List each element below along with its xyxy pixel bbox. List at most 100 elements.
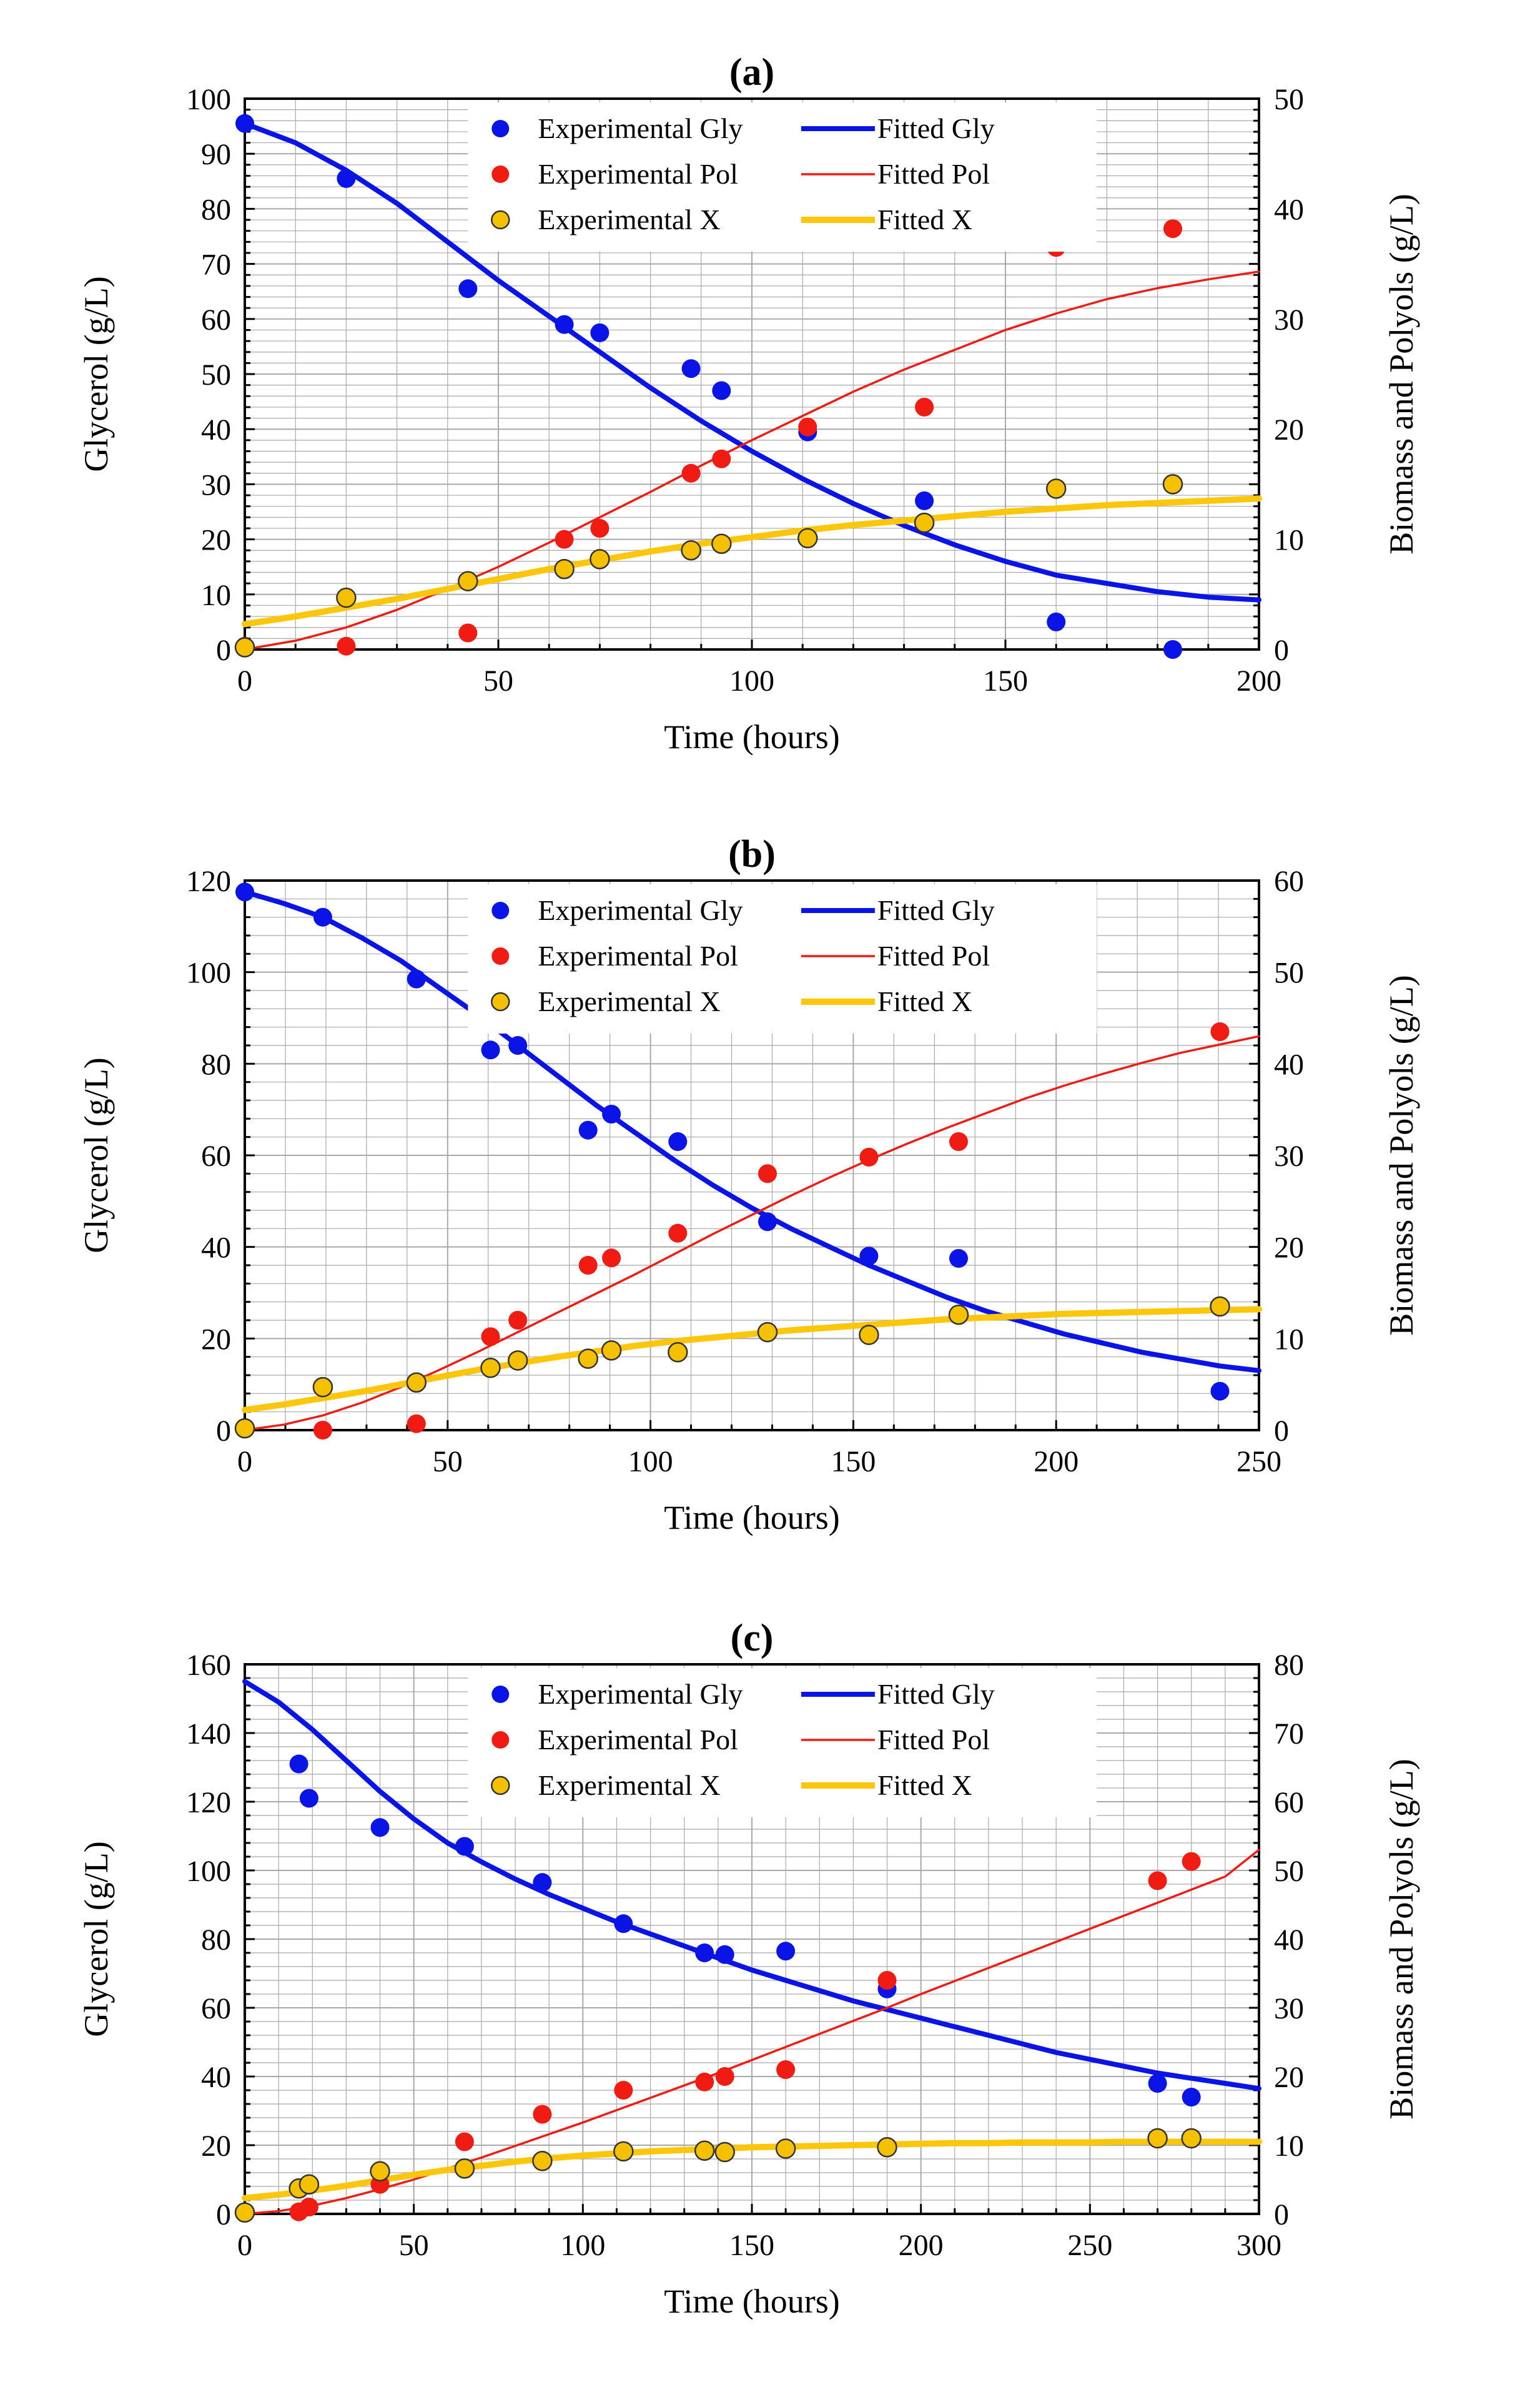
data-point-experimental-gly bbox=[508, 1036, 528, 1055]
chart-panel-3: 0 50 100 150 200 250 3000204060801001201401600… bbox=[77, 1617, 1420, 2320]
data-point-experimental-pol bbox=[1210, 1022, 1230, 1041]
y-left-tick-label: 160 bbox=[186, 1649, 231, 1682]
data-point-experimental-x bbox=[406, 1372, 427, 1393]
data-point-experimental-pol bbox=[1182, 1852, 1201, 1871]
data-point-experimental-x bbox=[234, 1418, 255, 1439]
panel-title: (c) bbox=[731, 1617, 774, 1659]
x-axis-title: Time (hours) bbox=[664, 718, 840, 756]
legend-box bbox=[468, 102, 1097, 252]
data-point-experimental-gly bbox=[1163, 640, 1182, 659]
y-right-tick-label: 10 bbox=[1274, 1323, 1304, 1356]
y-left-tick-label: 80 bbox=[201, 1048, 231, 1081]
data-point-experimental-pol bbox=[508, 1311, 528, 1330]
data-point-experimental-gly bbox=[578, 1120, 598, 1140]
y-right-tick-label: 50 bbox=[1274, 83, 1304, 116]
data-point-experimental-gly bbox=[715, 1945, 734, 1964]
data-point-experimental-gly bbox=[313, 907, 332, 927]
data-point-experimental-pol bbox=[915, 397, 934, 417]
x-tick-label: 0 bbox=[237, 1445, 252, 1478]
legend-label: Fitted Gly bbox=[877, 112, 995, 144]
series-line-fitted-gly bbox=[242, 889, 1261, 1373]
legend-marker bbox=[491, 120, 510, 137]
data-point-experimental-pol bbox=[337, 636, 356, 656]
series-line-fitted-pol bbox=[244, 1849, 1260, 2215]
data-point-experimental-gly bbox=[1047, 612, 1066, 631]
legend-marker bbox=[491, 1775, 510, 1795]
y-right-tick-label: 20 bbox=[1274, 413, 1304, 447]
y-left-tick-label: 80 bbox=[201, 1923, 231, 1957]
y-right-tick-label: 70 bbox=[1274, 1717, 1304, 1751]
legend-label: Fitted Pol bbox=[877, 1724, 990, 1756]
data-point-experimental-x bbox=[299, 2174, 320, 2195]
data-point-experimental-x bbox=[914, 512, 935, 533]
legend-marker bbox=[491, 902, 510, 919]
series-line-fitted-pol bbox=[244, 1035, 1260, 1431]
y-right-tick-label: 0 bbox=[1274, 634, 1289, 667]
series-line-fitted-x bbox=[242, 495, 1262, 628]
y-left-tick-label: 90 bbox=[201, 138, 231, 171]
data-point-experimental-gly bbox=[614, 1914, 633, 1933]
series-line-fitted-gly bbox=[242, 1679, 1261, 2091]
data-point-experimental-x bbox=[1210, 1296, 1230, 1317]
y-right-tick-label: 50 bbox=[1274, 1855, 1304, 1888]
legend-label: Experimental Gly bbox=[538, 112, 743, 144]
y-right-tick-label: 10 bbox=[1274, 524, 1304, 557]
y-left-axis-title: Glycerol (g/L) bbox=[77, 276, 115, 472]
y-left-tick-label: 0 bbox=[216, 2198, 231, 2231]
legend-box bbox=[468, 884, 1097, 1034]
y-right-tick-label: 10 bbox=[1274, 2130, 1304, 2163]
legend-label: Experimental Pol bbox=[538, 940, 738, 972]
data-point-experimental-x bbox=[532, 2151, 553, 2171]
data-point-experimental-x bbox=[1147, 2128, 1168, 2149]
data-point-experimental-x bbox=[757, 1321, 778, 1343]
x-tick-label: 150 bbox=[983, 664, 1028, 698]
y-right-tick-label: 20 bbox=[1274, 1232, 1304, 1265]
x-tick-label: 150 bbox=[729, 2229, 774, 2262]
x-tick-label: 250 bbox=[1236, 1445, 1281, 1478]
data-point-experimental-gly bbox=[758, 1212, 777, 1232]
y-right-axis-title: Biomass and Polyols (g/L) bbox=[1383, 194, 1420, 555]
data-point-experimental-gly bbox=[407, 969, 426, 989]
data-point-experimental-x bbox=[714, 2141, 735, 2163]
data-point-experimental-pol bbox=[877, 1971, 897, 1990]
legend-label: Fitted X bbox=[877, 985, 972, 1017]
y-left-tick-label: 20 bbox=[201, 524, 231, 557]
legend-label: Experimental X bbox=[538, 204, 721, 235]
y-right-tick-label: 60 bbox=[1274, 1786, 1304, 1819]
y-left-tick-label: 40 bbox=[201, 413, 231, 447]
y-left-tick-label: 80 bbox=[201, 193, 231, 226]
data-point-experimental-gly bbox=[681, 359, 701, 378]
data-point-experimental-pol bbox=[758, 1164, 777, 1183]
data-point-experimental-gly bbox=[235, 114, 254, 133]
panel-title: (a) bbox=[729, 51, 774, 94]
y-left-tick-label: 60 bbox=[201, 1140, 231, 1173]
legend-marker bbox=[491, 947, 510, 965]
y-left-tick-label: 100 bbox=[186, 83, 231, 116]
data-point-experimental-x bbox=[336, 587, 357, 608]
data-point-experimental-gly bbox=[1182, 2088, 1201, 2106]
data-point-experimental-pol bbox=[949, 1132, 968, 1151]
x-tick-label: 0 bbox=[237, 2229, 252, 2262]
data-point-experimental-pol bbox=[590, 519, 610, 538]
data-point-experimental-gly bbox=[289, 1754, 308, 1774]
legend-marker bbox=[491, 165, 510, 183]
data-point-experimental-pol bbox=[681, 463, 701, 483]
data-point-experimental-x bbox=[1045, 478, 1067, 499]
legend-label: Experimental Pol bbox=[538, 1724, 738, 1756]
x-tick-label: 250 bbox=[1067, 2229, 1112, 2262]
data-point-experimental-gly bbox=[668, 1132, 688, 1151]
x-tick-label: 50 bbox=[433, 1445, 463, 1478]
data-point-experimental-pol bbox=[1148, 1871, 1167, 1890]
data-point-experimental-x bbox=[480, 1358, 501, 1378]
data-point-experimental-x bbox=[370, 2161, 390, 2182]
y-left-axis-title: Glycerol (g/L) bbox=[77, 1057, 115, 1253]
data-point-experimental-pol bbox=[407, 1414, 426, 1433]
data-point-experimental-gly bbox=[859, 1247, 879, 1266]
data-point-experimental-gly bbox=[337, 169, 356, 188]
y-left-tick-label: 70 bbox=[201, 249, 231, 282]
data-point-experimental-x bbox=[775, 2138, 796, 2159]
y-right-tick-label: 0 bbox=[1274, 2198, 1289, 2231]
legend-label: Fitted Pol bbox=[877, 158, 990, 190]
y-right-tick-label: 50 bbox=[1274, 957, 1304, 990]
